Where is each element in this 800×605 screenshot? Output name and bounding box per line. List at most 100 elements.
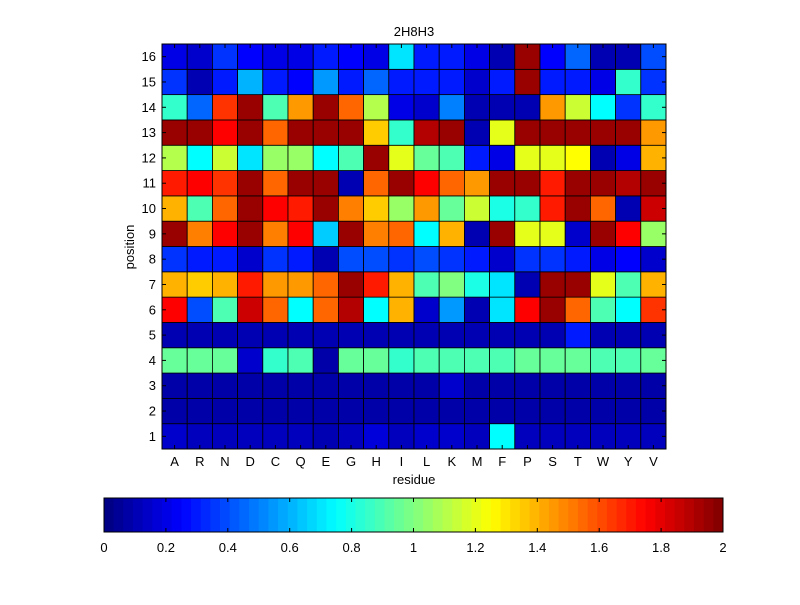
- heatmap-cell: [463, 322, 490, 349]
- heatmap-cell: [211, 170, 238, 197]
- heatmap-cell: [262, 170, 289, 197]
- heatmap-cell: [337, 68, 364, 96]
- colorbar-segment: [152, 498, 163, 532]
- colorbar-segment: [384, 498, 395, 532]
- heatmap-cell: [615, 144, 642, 171]
- colorbar-segment: [577, 498, 588, 532]
- heatmap-cell: [337, 296, 364, 323]
- heatmap-cell: [438, 322, 465, 349]
- heatmap-cell: [388, 397, 415, 425]
- colorbar-segment: [423, 498, 434, 532]
- heatmap-cell: [312, 68, 339, 96]
- colorbar-tick-label: 1: [410, 540, 417, 555]
- heatmap-cell: [438, 119, 465, 146]
- colorbar-segment: [539, 498, 550, 532]
- heatmap-cell: [615, 94, 642, 121]
- heatmap-cell: [237, 170, 264, 197]
- heatmap-cell: [312, 119, 339, 146]
- heatmap-cell: [186, 397, 213, 425]
- heatmap-cell: [489, 296, 516, 323]
- heatmap-cell: [539, 119, 566, 146]
- heatmap-cell: [388, 144, 415, 171]
- x-tick-label: K: [447, 454, 456, 469]
- colorbar-tick-label: 0.2: [157, 540, 175, 555]
- colorbar-segment: [171, 498, 182, 532]
- heatmap-cell: [211, 68, 238, 96]
- colorbar-tick-label: 1.4: [528, 540, 546, 555]
- heatmap-cell: [489, 397, 516, 425]
- y-tick-label: 16: [142, 49, 156, 64]
- heatmap-cell: [640, 144, 667, 171]
- heatmap-cell: [211, 372, 238, 399]
- heatmap-cell: [262, 296, 289, 323]
- heatmap-cell: [186, 119, 213, 146]
- heatmap-cell: [211, 94, 238, 121]
- heatmap-cell: [237, 246, 264, 273]
- heatmap-cell: [590, 144, 617, 171]
- heatmap-cell: [438, 170, 465, 197]
- heatmap-cell: [489, 372, 516, 399]
- heatmap-cell: [312, 170, 339, 197]
- heatmap-cell: [514, 220, 541, 247]
- heatmap-cell: [388, 220, 415, 247]
- heatmap-cell: [211, 397, 238, 425]
- heatmap-cell: [287, 220, 314, 247]
- heatmap-cell: [514, 170, 541, 197]
- heatmap-cell: [438, 68, 465, 96]
- heatmap-cell: [287, 423, 314, 450]
- heatmap-cell: [514, 144, 541, 171]
- heatmap-cell: [262, 372, 289, 399]
- colorbar-tick-label: 0: [100, 540, 107, 555]
- y-tick-label: 3: [149, 378, 156, 393]
- heatmap-cell: [489, 94, 516, 121]
- colorbar-segment: [210, 498, 221, 532]
- heatmap-cell: [186, 372, 213, 399]
- heatmap-cell: [438, 144, 465, 171]
- heatmap-cell: [413, 170, 440, 197]
- heatmap-cell: [615, 423, 642, 450]
- heatmap-cell: [564, 119, 591, 146]
- heatmap-cell: [262, 397, 289, 425]
- heatmap-cell: [615, 195, 642, 222]
- heatmap-cell: [363, 271, 390, 298]
- heatmap-cell: [186, 322, 213, 349]
- heatmap-cell: [262, 322, 289, 349]
- colorbar-segment: [268, 498, 279, 532]
- heatmap-cell: [237, 195, 264, 222]
- heatmap-cell: [640, 322, 667, 349]
- heatmap-cell: [262, 246, 289, 273]
- colorbar-segment: [471, 498, 482, 532]
- heatmap-cell: [514, 397, 541, 425]
- heatmap-cell: [514, 322, 541, 349]
- heatmap-cell: [312, 43, 339, 70]
- colorbar-segment: [355, 498, 366, 532]
- heatmap-cell: [337, 271, 364, 298]
- colorbar-segment: [287, 498, 298, 532]
- heatmap-cell: [312, 271, 339, 298]
- colorbar-segment: [703, 498, 714, 532]
- heatmap-cell: [590, 94, 617, 121]
- heatmap-cell: [514, 94, 541, 121]
- heatmap-cell: [363, 94, 390, 121]
- heatmap-cell: [489, 170, 516, 197]
- heatmap-cell: [640, 220, 667, 247]
- heatmap-cell: [388, 372, 415, 399]
- colorbar-segment: [490, 498, 501, 532]
- colorbar-segment: [558, 498, 569, 532]
- heatmap-cell: [615, 296, 642, 323]
- heatmap-cell: [363, 195, 390, 222]
- colorbar-segment: [548, 498, 559, 532]
- heatmap-cell: [615, 68, 642, 96]
- heatmap-cell: [514, 195, 541, 222]
- colorbar-segment: [239, 498, 250, 532]
- heatmap-cell: [388, 347, 415, 374]
- heatmap-cell: [438, 347, 465, 374]
- heatmap-cell: [564, 94, 591, 121]
- x-tick-label: L: [423, 454, 430, 469]
- heatmap-cell: [337, 195, 364, 222]
- colorbar-segment: [229, 498, 240, 532]
- heatmap-cell: [287, 372, 314, 399]
- heatmap-cell: [363, 246, 390, 273]
- heatmap-cell: [564, 220, 591, 247]
- heatmap-cell: [337, 397, 364, 425]
